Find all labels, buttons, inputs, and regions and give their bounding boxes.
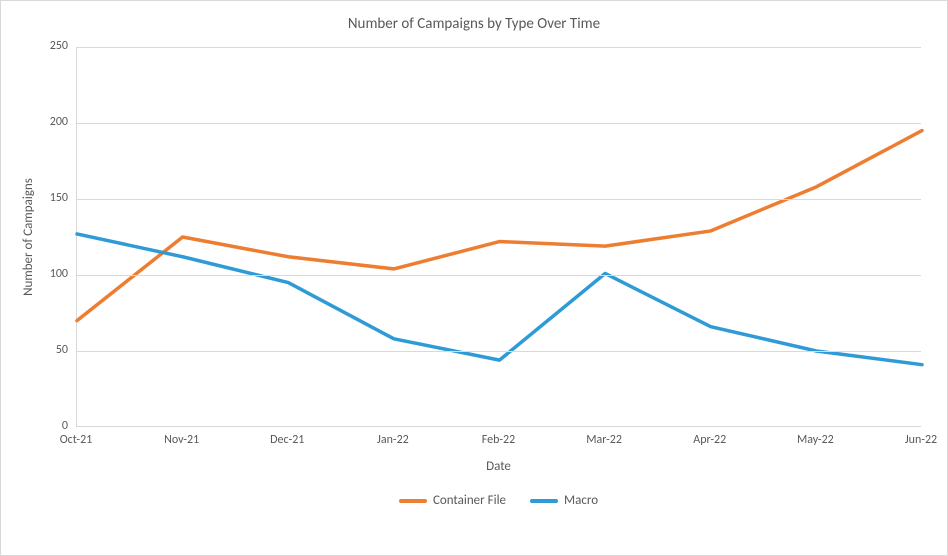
gridline <box>77 123 921 124</box>
y-axis-title: Number of Campaigns <box>21 47 36 427</box>
x-tick-label: Nov-21 <box>142 433 222 447</box>
y-tick-label: 250 <box>18 39 68 53</box>
chart-title: Number of Campaigns by Type Over Time <box>1 15 947 33</box>
x-axis-title: Date <box>76 459 921 474</box>
gridline <box>77 199 921 200</box>
plot-area <box>76 47 921 427</box>
y-tick-label: 0 <box>18 419 68 433</box>
gridline <box>77 275 921 276</box>
x-tick-label: Oct-21 <box>36 433 116 447</box>
gridline <box>77 351 921 352</box>
series-lines <box>77 47 922 427</box>
legend-swatch <box>399 499 427 503</box>
chart-container: Number of Campaigns by Type Over Time Nu… <box>0 0 948 556</box>
x-tick-label: Apr-22 <box>670 433 750 447</box>
series-line <box>77 234 922 365</box>
series-line <box>77 131 922 321</box>
legend-item: Container File <box>399 493 506 508</box>
legend: Container File Macro <box>76 493 921 508</box>
y-tick-label: 50 <box>18 343 68 357</box>
y-tick-label: 200 <box>18 115 68 129</box>
x-tick-label: May-22 <box>775 433 855 447</box>
legend-label: Macro <box>564 493 598 508</box>
legend-swatch <box>530 499 558 503</box>
legend-item: Macro <box>530 493 598 508</box>
x-tick-label: Feb-22 <box>459 433 539 447</box>
x-tick-label: Dec-21 <box>247 433 327 447</box>
x-tick-label: Jun-22 <box>881 433 948 447</box>
y-tick-label: 150 <box>18 191 68 205</box>
x-tick-label: Mar-22 <box>564 433 644 447</box>
y-tick-label: 100 <box>18 267 68 281</box>
gridline <box>77 47 921 48</box>
x-tick-label: Jan-22 <box>353 433 433 447</box>
legend-label: Container File <box>433 493 506 508</box>
